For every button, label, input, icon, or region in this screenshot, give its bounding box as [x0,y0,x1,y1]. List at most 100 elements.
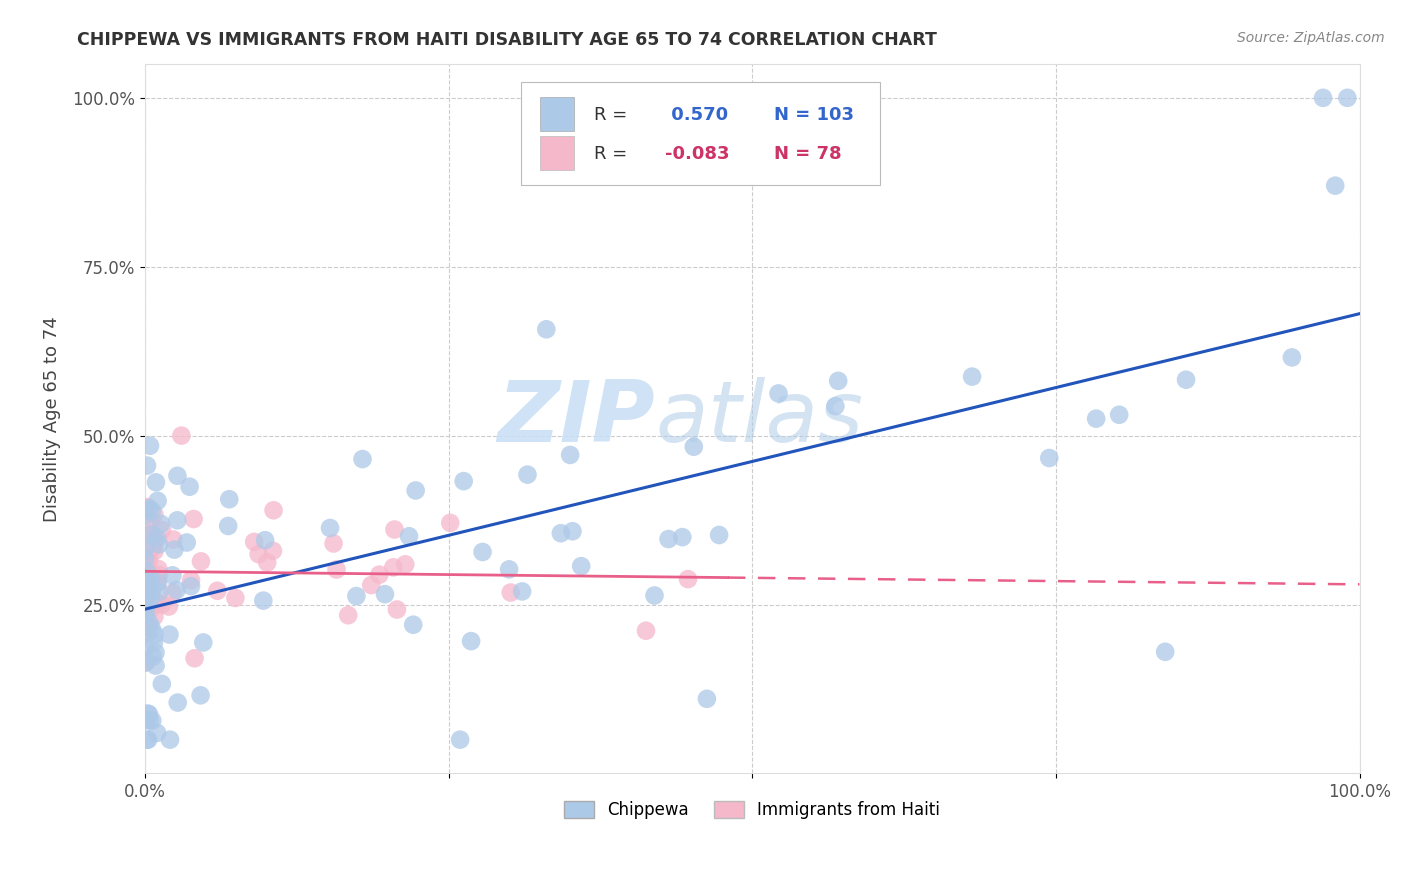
Point [134,585,156,599]
Point [138,603,160,617]
Point [143,609,166,624]
Point [247,547,270,561]
Point [135,552,157,566]
FancyBboxPatch shape [522,82,880,185]
Point [134,578,156,592]
Point [141,622,163,636]
Point [134,508,156,523]
Point [148,537,170,551]
Point [136,500,159,514]
Text: N = 78: N = 78 [775,145,842,163]
Point [170,428,193,442]
Point [696,691,718,706]
Point [135,607,157,622]
Point [319,521,342,535]
Point [1038,450,1060,465]
Point [193,635,215,649]
Point [657,532,679,546]
Point [143,593,166,607]
Text: 0.570: 0.570 [665,106,728,124]
Point [138,578,160,592]
Point [143,544,166,558]
Point [634,624,657,638]
Point [139,593,162,607]
Point [139,572,162,586]
Point [449,732,471,747]
Point [135,599,157,614]
Point [1312,91,1334,105]
Point [136,592,159,607]
Point [162,568,184,582]
Point [136,616,159,631]
Point [183,512,205,526]
Text: CHIPPEWA VS IMMIGRANTS FROM HAITI DISABILITY AGE 65 TO 74 CORRELATION CHART: CHIPPEWA VS IMMIGRANTS FROM HAITI DISABI… [77,31,938,49]
Point [135,589,157,603]
Point [1336,91,1358,105]
Point [135,598,157,612]
Point [141,541,163,556]
Point [136,547,159,561]
Text: N = 103: N = 103 [775,106,853,124]
Point [148,562,170,576]
Text: -0.083: -0.083 [665,145,730,163]
Point [682,440,704,454]
Point [382,560,405,574]
Point [146,726,169,740]
Point [398,529,420,543]
Point [146,493,169,508]
Point [134,542,156,557]
Point [262,543,284,558]
Point [135,590,157,604]
Point [149,516,172,531]
Point [146,531,169,545]
Point [145,475,167,490]
Point [176,535,198,549]
Point [374,587,396,601]
Point [134,586,156,600]
Point [166,696,188,710]
Point [510,584,533,599]
Point [142,528,165,542]
Point [1085,411,1108,425]
Point [136,580,159,594]
Point [224,591,246,605]
Point [569,559,592,574]
Point [136,582,159,597]
Point [150,523,173,537]
Point [550,526,572,541]
Point [148,585,170,599]
Point [180,574,202,588]
Text: Source: ZipAtlas.com: Source: ZipAtlas.com [1237,31,1385,45]
Point [143,508,166,522]
Point [138,587,160,601]
Point [402,617,425,632]
Point [141,583,163,598]
Point [190,554,212,568]
Point [405,483,427,498]
Point [134,548,156,562]
Point [134,607,156,621]
Point [136,732,159,747]
Point [143,627,166,641]
Point [135,608,157,623]
Point [394,558,416,572]
Point [344,589,367,603]
Point [263,503,285,517]
Point [139,617,162,632]
Point [146,597,169,611]
Point [385,602,408,616]
Point [134,607,156,622]
Point [134,541,156,556]
Point [136,706,159,721]
Point [146,575,169,590]
Point [499,585,522,599]
Point [190,689,212,703]
Text: R =: R = [595,145,627,163]
Point [134,551,156,566]
Point [560,448,582,462]
Point [1108,408,1130,422]
Point [322,536,344,550]
Point [352,452,374,467]
Point [138,553,160,567]
Point [179,480,201,494]
